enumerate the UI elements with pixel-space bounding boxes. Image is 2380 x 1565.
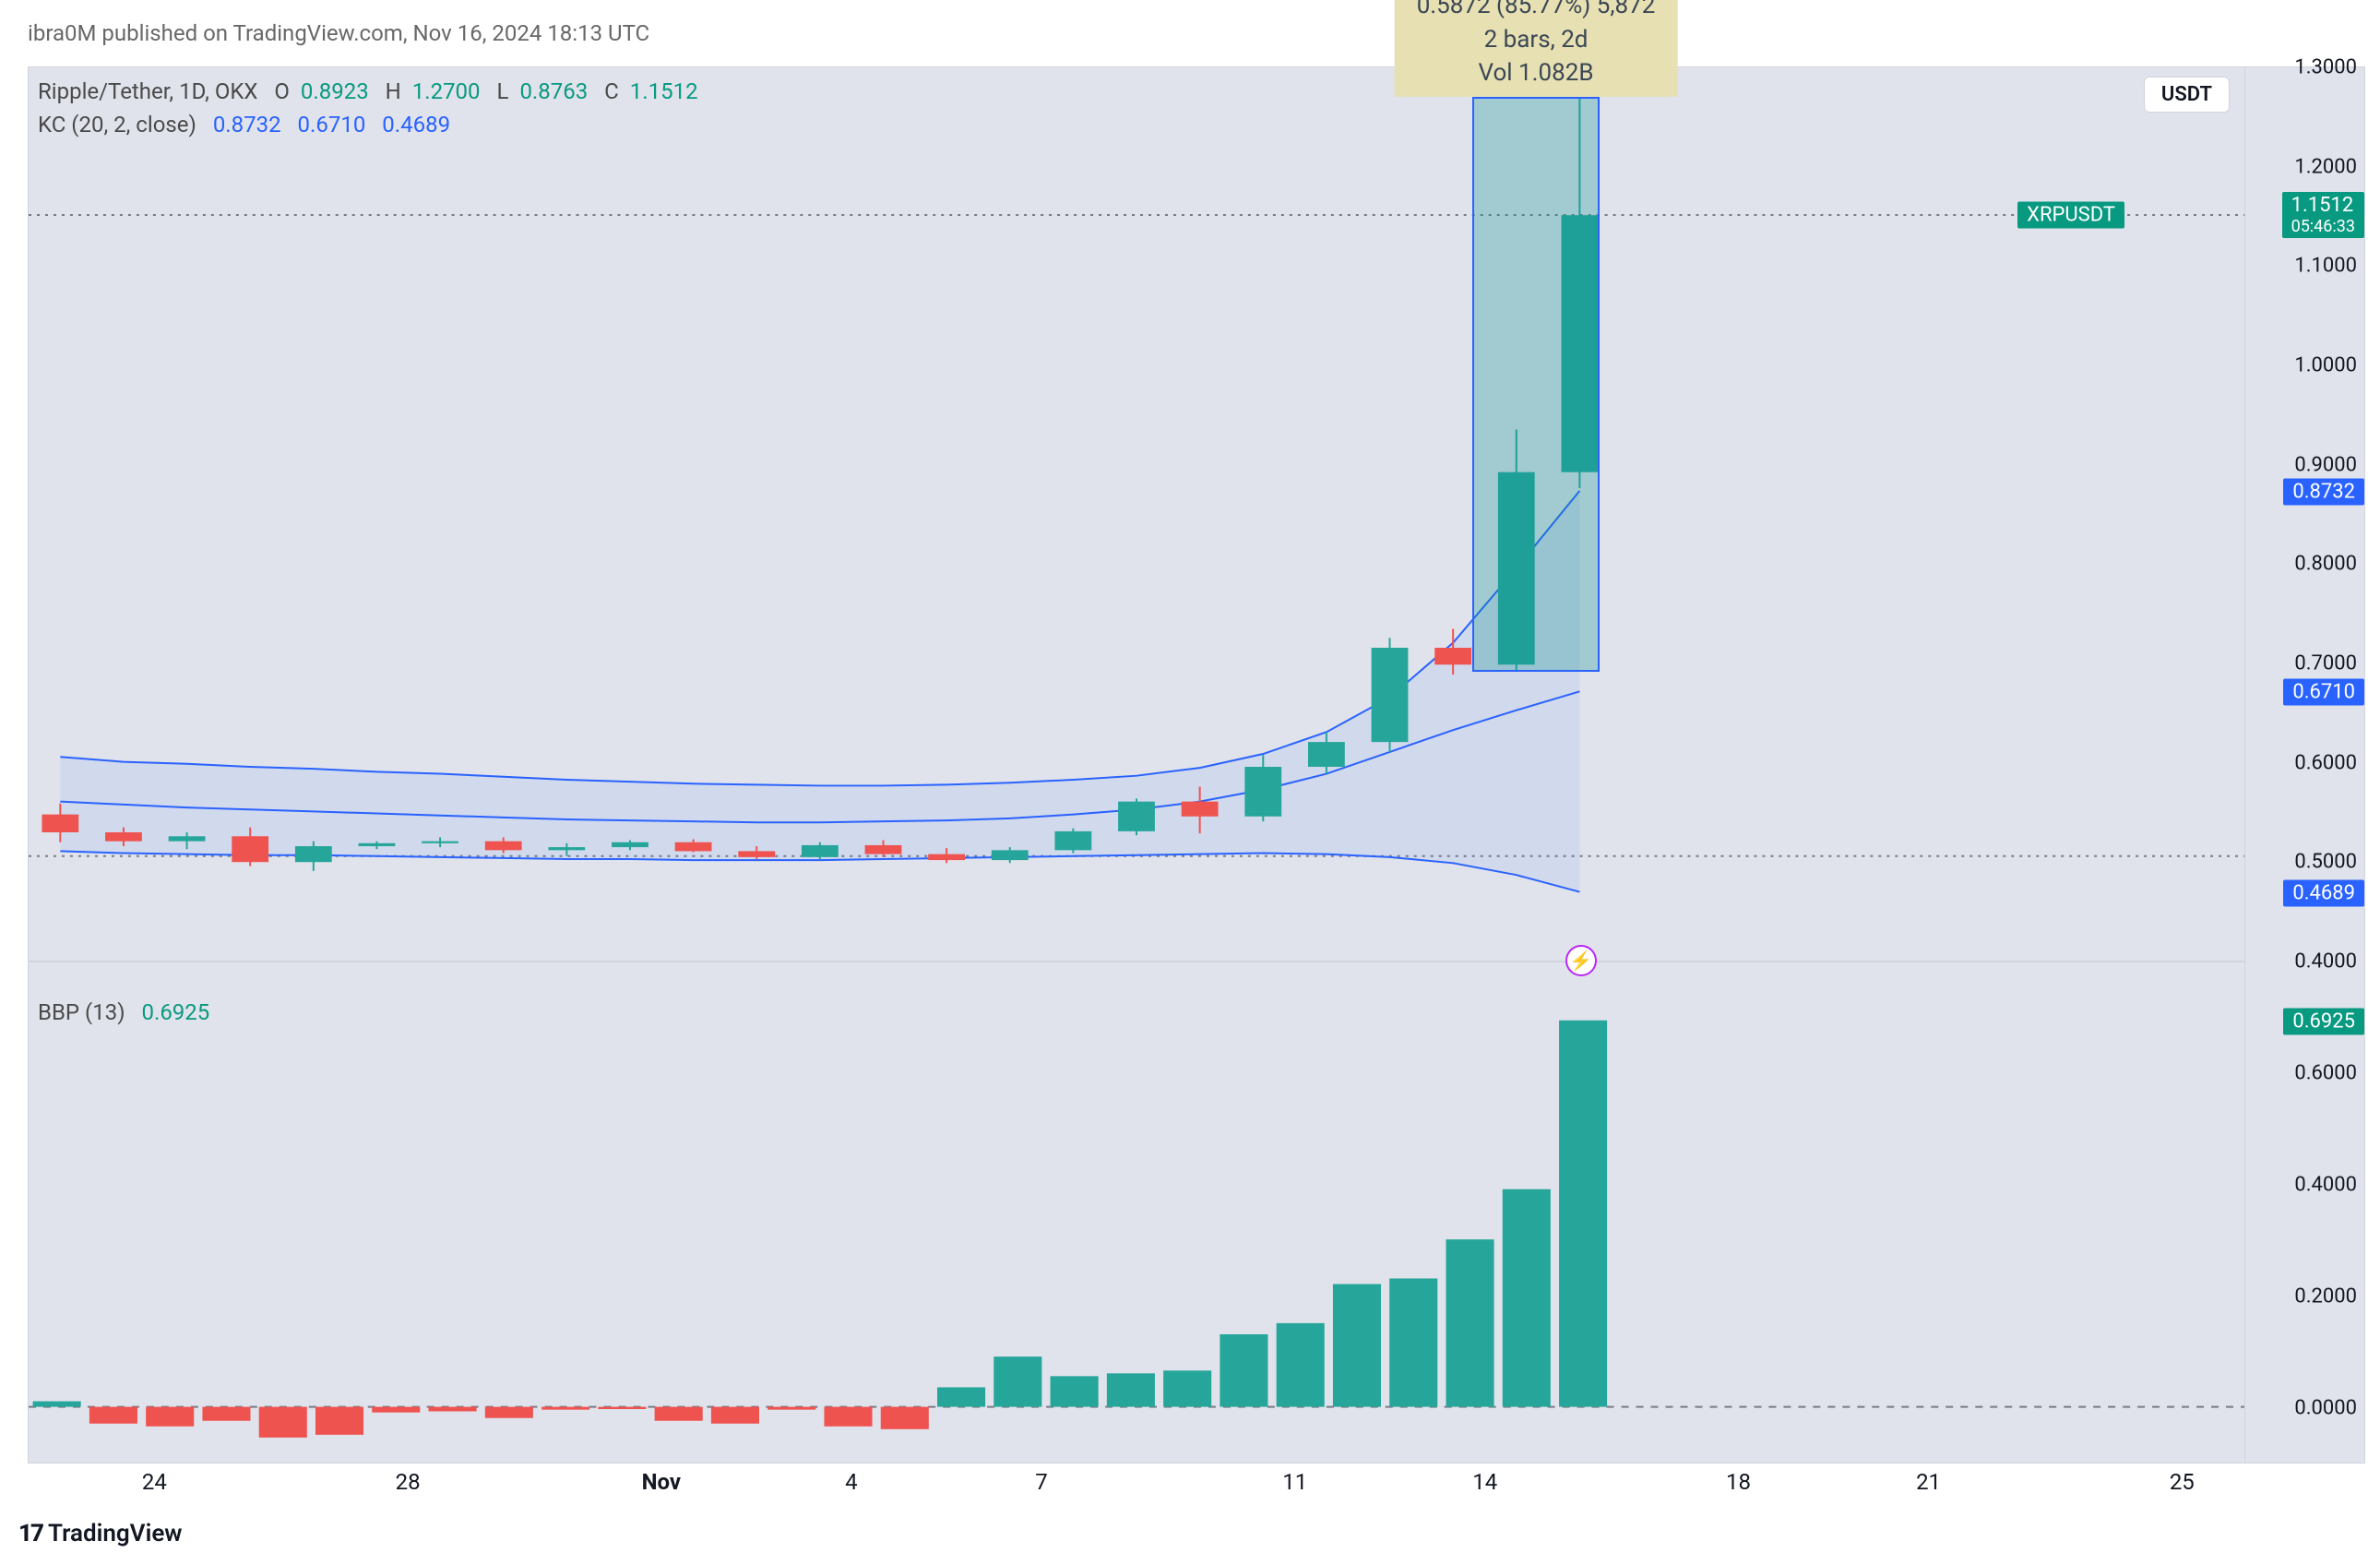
price-tag: 0.6925 [2283,1009,2364,1035]
measure-label: 0.5872 (85.77%) 5,8722 bars, 2dVol 1.082… [1395,0,1678,97]
pane-separator[interactable] [29,961,2244,962]
x-tick-label: 14 [1472,1469,1497,1495]
y-tick-label: 1.1000 [2294,255,2357,278]
price-tag: 0.6710 [2283,679,2364,706]
y-tick-label: 1.0000 [2294,353,2357,376]
publish-line: ibra0M published on TradingView.com, Nov… [28,20,649,46]
x-tick-label: 28 [396,1469,421,1495]
y-tick-label: 1.3000 [2294,56,2357,79]
y-tick-label: 0.6000 [2294,1062,2357,1085]
y-tick-label: 0.4000 [2294,1174,2357,1197]
measure-box[interactable] [1472,97,1599,671]
y-tick-label: 0.9000 [2294,453,2357,476]
tradingview-attribution: 1︎7 TradingView [18,1513,183,1554]
x-tick-label: 25 [2170,1469,2195,1495]
x-tick-label: 18 [1726,1469,1751,1495]
y-tick-label: 0.2000 [2294,1285,2357,1308]
x-tick-label: 7 [1035,1469,1048,1495]
price-axis[interactable]: 1.30001.20001.10001.00000.90000.80000.70… [2244,67,2364,1463]
price-tag: 1.151205:46:33 [2282,192,2364,238]
indicator-pane[interactable]: BBP (13) 0.6925 [29,988,2244,1463]
y-tick-label: 0.8000 [2294,553,2357,576]
y-tick-label: 0.4000 [2294,950,2357,973]
price-pane[interactable]: Ripple/Tether, 1D, OKX O0.8923 H1.2700 L… [29,67,2244,961]
y-tick-label: 0.7000 [2294,651,2357,675]
y-tick-label: 0.5000 [2294,851,2357,874]
x-tick-label: Nov [642,1469,681,1495]
tv-logo-icon: 1︎7 [18,1520,42,1547]
time-axis[interactable]: 24 28 Nov 4 7 11 14 18 21 25 [28,1463,2245,1506]
x-tick-label: 11 [1282,1469,1307,1495]
y-tick-label: 0.0000 [2294,1397,2357,1420]
symbol-tag: XRPUSDT [2017,202,2124,229]
y-tick-label: 0.6000 [2294,751,2357,774]
x-tick-label: 4 [845,1469,858,1495]
x-tick-label: 24 [142,1469,167,1495]
chart-region[interactable]: Ripple/Tether, 1D, OKX O0.8923 H1.2700 L… [28,66,2365,1463]
currency-button[interactable]: USDT [2144,77,2230,113]
price-tag: 0.8732 [2283,478,2364,505]
y-tick-label: 1.2000 [2294,155,2357,178]
price-tag: 0.4689 [2283,879,2364,906]
x-tick-label: 21 [1916,1469,1941,1495]
lightning-icon[interactable]: ⚡ [1565,945,1597,976]
